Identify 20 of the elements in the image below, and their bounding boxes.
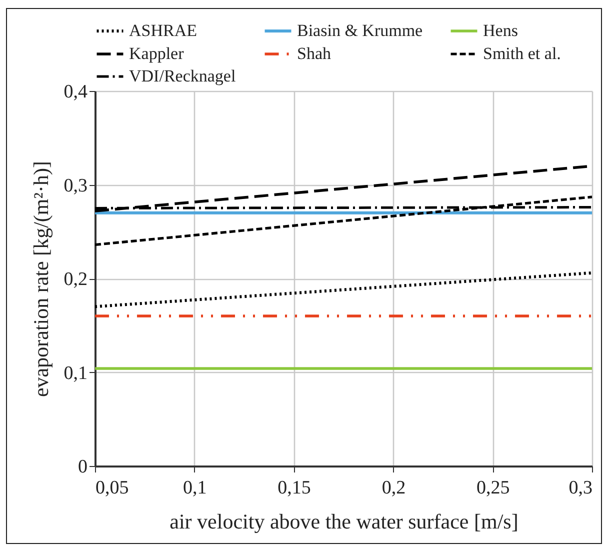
legend-label: ASHRAE <box>129 21 198 40</box>
y-tick-label: 0,1 <box>64 362 88 384</box>
y-axis-title: evaporation rate [kg/(m²·h)] <box>28 160 53 398</box>
y-tick-label: 0,4 <box>64 82 88 102</box>
y-tick-label: 0,2 <box>64 269 88 290</box>
x-tick-label: 0,15 <box>278 478 311 498</box>
legend-label: Kappler <box>129 44 184 63</box>
x-tick-label: 0,3 <box>568 478 592 498</box>
legend-label: Biasin & Krumme <box>297 21 423 40</box>
legend-label: Hens <box>483 21 518 40</box>
x-tick-label: 0,2 <box>382 478 406 498</box>
x-tick-label: 0,25 <box>476 478 510 498</box>
y-tick-label: 0 <box>78 456 88 478</box>
x-tick-label: 0,1 <box>183 478 207 498</box>
x-axis-title: air velocity above the water surface [m/s] <box>170 510 518 534</box>
legend-label: Shah <box>297 44 332 63</box>
y-tick-label: 0,3 <box>64 175 88 196</box>
x-tick-label: 0,05 <box>96 478 129 498</box>
legend-label: Smith et al. <box>483 44 561 63</box>
legend-label: VDI/Recknagel <box>129 66 236 86</box>
